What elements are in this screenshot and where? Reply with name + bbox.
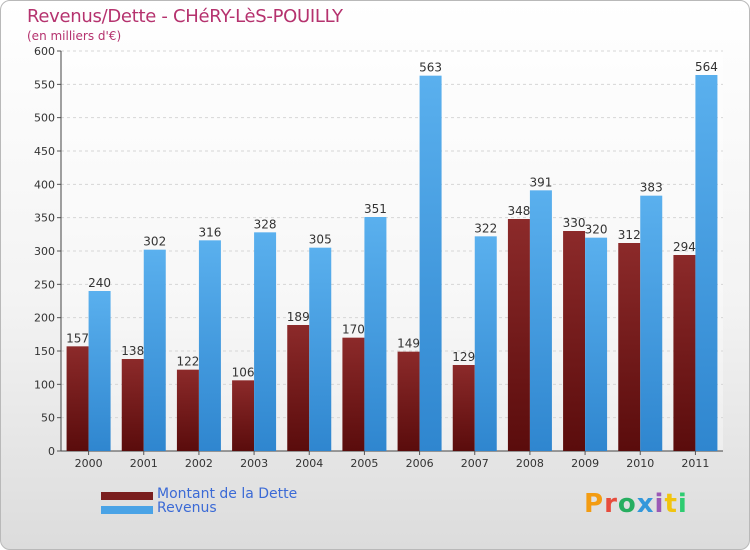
bar-debt <box>66 346 89 451</box>
bar-revenue <box>419 75 442 452</box>
bar-revenue <box>254 232 277 451</box>
data-label-debt: 170 <box>342 323 365 337</box>
bar-debt <box>507 219 530 451</box>
x-tick-label: 2003 <box>240 457 268 470</box>
bar-revenue <box>364 217 387 451</box>
proxiti-logo: Proxiti <box>584 489 688 519</box>
data-label-revenue: 563 <box>419 61 442 75</box>
y-tick-label: 250 <box>34 278 55 291</box>
chart-title: Revenus/Dette - CHéRY-LèS-POUILLY <box>27 6 343 27</box>
bar-debt <box>673 255 696 451</box>
legend-swatch-revenue <box>101 506 153 514</box>
data-label-revenue: 383 <box>640 181 663 195</box>
bar-debt <box>563 231 586 451</box>
x-tick-label: 2007 <box>461 457 489 470</box>
bar-debt <box>287 325 310 451</box>
bar-revenue <box>640 195 663 451</box>
bar-revenue <box>143 249 166 451</box>
y-tick-label: 400 <box>34 178 55 191</box>
bar-debt <box>397 351 420 451</box>
x-tick-label: 2005 <box>350 457 378 470</box>
y-tick-label: 450 <box>34 145 55 158</box>
data-label-debt: 122 <box>176 355 199 369</box>
data-label-debt: 312 <box>618 228 641 242</box>
y-tick-label: 0 <box>48 445 55 458</box>
y-tick-label: 300 <box>34 245 55 258</box>
chart-subtitle: (en milliers d'€) <box>27 29 122 43</box>
data-label-debt: 129 <box>452 350 475 364</box>
y-tick-label: 600 <box>34 45 55 58</box>
data-label-debt: 348 <box>507 204 530 218</box>
bar-revenue <box>309 247 332 451</box>
data-label-revenue: 302 <box>143 235 166 249</box>
bar-revenue <box>529 190 552 452</box>
data-label-debt: 294 <box>673 240 696 254</box>
bar-revenue <box>695 75 718 451</box>
y-tick-label: 100 <box>34 378 55 391</box>
data-label-debt: 149 <box>397 337 420 351</box>
data-label-revenue: 305 <box>309 233 332 247</box>
data-label-revenue: 328 <box>254 217 277 231</box>
x-tick-label: 2006 <box>406 457 434 470</box>
legend-swatch-debt <box>101 492 153 500</box>
data-label-revenue: 320 <box>585 223 608 237</box>
x-tick-label: 2010 <box>626 457 654 470</box>
bar-debt <box>176 369 199 451</box>
data-label-debt: 157 <box>66 331 89 345</box>
bar-revenue <box>88 291 111 451</box>
bar-revenue <box>198 240 221 451</box>
logo-letter: o <box>617 489 637 519</box>
bar-debt <box>618 243 641 451</box>
data-label-revenue: 322 <box>474 221 497 235</box>
legend-label-revenue: Revenus <box>157 500 217 516</box>
x-tick-label: 2009 <box>571 457 599 470</box>
data-label-revenue: 351 <box>364 202 387 216</box>
x-tick-label: 2011 <box>681 457 709 470</box>
bar-debt <box>232 380 255 451</box>
logo-letter: r <box>604 489 618 519</box>
x-tick-label: 2000 <box>75 457 103 470</box>
data-label-revenue: 391 <box>529 175 552 189</box>
x-tick-label: 2008 <box>516 457 544 470</box>
data-label-debt: 189 <box>287 310 310 324</box>
bar-debt <box>342 337 365 451</box>
y-tick-label: 50 <box>41 412 55 425</box>
y-tick-label: 550 <box>34 78 55 91</box>
logo-letter: i <box>677 489 688 519</box>
bar-revenue <box>585 237 608 451</box>
bar-debt <box>452 365 475 451</box>
logo-letter: i <box>654 489 665 519</box>
y-tick-label: 200 <box>34 312 55 325</box>
logo-letter: x <box>636 489 655 519</box>
data-label-revenue: 316 <box>198 225 221 239</box>
data-label-revenue: 564 <box>695 60 718 74</box>
data-label-debt: 330 <box>563 216 586 230</box>
y-tick-label: 500 <box>34 112 55 125</box>
logo-letter: t <box>664 489 678 519</box>
data-label-revenue: 240 <box>88 276 111 290</box>
legend-label-debt: Montant de la Dette <box>157 486 298 502</box>
bar-debt <box>121 359 144 451</box>
x-tick-label: 2002 <box>185 457 213 470</box>
bar-revenue <box>474 236 497 451</box>
logo-letter: P <box>584 489 605 519</box>
x-tick-label: 2004 <box>295 457 323 470</box>
data-label-debt: 106 <box>232 365 255 379</box>
x-tick-label: 2001 <box>130 457 158 470</box>
y-tick-label: 150 <box>34 345 55 358</box>
data-label-debt: 138 <box>121 344 144 358</box>
y-tick-label: 350 <box>34 212 55 225</box>
